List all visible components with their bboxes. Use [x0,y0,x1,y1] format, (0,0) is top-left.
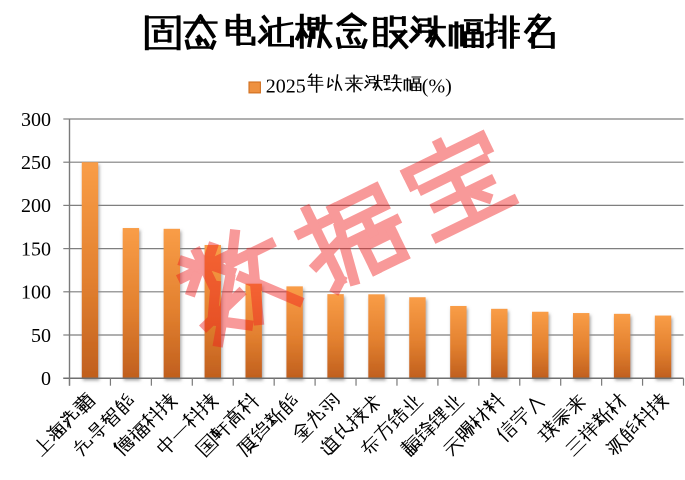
svg-text:2025: 2025 [266,75,306,97]
svg-text:300: 300 [21,109,51,131]
svg-text:150: 150 [21,238,51,260]
svg-text:(%): (%) [422,75,452,97]
svg-text:50: 50 [31,325,51,347]
svg-text:200: 200 [21,195,51,217]
svg-text:0: 0 [41,368,51,390]
svg-text:250: 250 [21,152,51,174]
svg-text:100: 100 [21,282,51,304]
